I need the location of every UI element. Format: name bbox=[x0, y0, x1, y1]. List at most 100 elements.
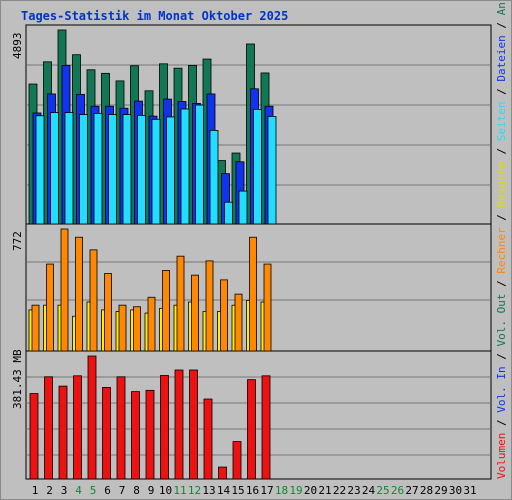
bar-seiten-day-6 bbox=[108, 114, 117, 225]
side-legend-part-6: Rechner bbox=[495, 227, 508, 274]
bar-volumen-day-5 bbox=[87, 355, 97, 480]
bar-volumen-day-13 bbox=[203, 398, 213, 480]
side-legend-part-2: Vol. In bbox=[495, 366, 508, 412]
bar-volumen-day-7 bbox=[116, 376, 126, 480]
side-legend-part-11: / bbox=[495, 82, 508, 102]
bar-rechner-day-12 bbox=[191, 274, 199, 352]
x-label-day-27: 27 bbox=[405, 484, 418, 497]
bar-volumen-day-12 bbox=[189, 369, 198, 480]
bar-seiten-day-8 bbox=[137, 114, 146, 225]
bar-rechner-day-6 bbox=[104, 273, 112, 352]
bar-rechner-day-11 bbox=[176, 255, 185, 352]
x-label-day-16: 16 bbox=[246, 484, 259, 497]
bar-rechner-day-16 bbox=[249, 236, 257, 352]
x-label-day-18: 18 bbox=[275, 484, 288, 497]
y-max-label-visits: 772 bbox=[11, 231, 24, 251]
bar-seiten-day-4 bbox=[79, 114, 88, 225]
bar-rechner-day-3 bbox=[60, 228, 69, 352]
x-label-day-22: 22 bbox=[333, 484, 346, 497]
bar-volumen-day-6 bbox=[102, 387, 111, 480]
side-legend-part-10: Seiten bbox=[495, 101, 508, 141]
bar-volumen-day-3 bbox=[58, 385, 68, 480]
side-legend-part-14: Anfragen bbox=[495, 1, 508, 15]
bar-volumen-day-4 bbox=[73, 375, 82, 480]
x-label-day-3: 3 bbox=[61, 484, 68, 497]
bar-volumen-day-2 bbox=[44, 376, 53, 480]
bar-seiten-day-17 bbox=[267, 116, 277, 225]
bar-rechner-day-8 bbox=[133, 306, 141, 352]
x-label-day-20: 20 bbox=[304, 484, 317, 497]
side-legend-part-0: Volumen bbox=[495, 433, 508, 479]
bar-seiten-day-11 bbox=[180, 108, 190, 225]
bars bbox=[28, 29, 277, 480]
y-max-label-requests: 4893 bbox=[11, 33, 24, 60]
chart-title: Tages-Statistik im Monat Oktober 2025 bbox=[21, 9, 289, 23]
bar-rechner-day-7 bbox=[118, 304, 127, 352]
bar-rechner-day-9 bbox=[147, 296, 156, 352]
side-legend-part-9: / bbox=[495, 141, 508, 161]
bar-volumen-day-14 bbox=[218, 466, 227, 480]
bar-seiten-day-7 bbox=[122, 114, 132, 225]
side-legend-part-7: / bbox=[495, 207, 508, 227]
x-label-day-13: 13 bbox=[202, 484, 215, 497]
bar-seiten-day-2 bbox=[50, 112, 59, 225]
x-label-day-15: 15 bbox=[231, 484, 244, 497]
bar-rechner-day-14 bbox=[220, 279, 228, 352]
x-label-day-31: 31 bbox=[463, 484, 476, 497]
bar-seiten-day-9 bbox=[151, 118, 161, 225]
bar-rechner-day-13 bbox=[205, 260, 214, 352]
x-label-day-19: 19 bbox=[289, 484, 302, 497]
bar-rechner-day-4 bbox=[75, 236, 83, 352]
side-legend-part-13: / bbox=[495, 15, 508, 35]
x-label-day-11: 11 bbox=[173, 484, 186, 497]
bar-rechner-day-5 bbox=[89, 249, 98, 352]
x-label-day-25: 25 bbox=[376, 484, 389, 497]
bar-rechner-day-17 bbox=[263, 263, 272, 352]
side-legend-part-1: / bbox=[495, 413, 508, 433]
side-legend-part-3: / bbox=[495, 347, 508, 367]
y-max-label-volume: 381.43 MB bbox=[11, 349, 24, 409]
x-label-day-6: 6 bbox=[104, 484, 111, 497]
bar-seiten-day-16 bbox=[253, 109, 262, 225]
bar-volumen-day-15 bbox=[232, 441, 242, 480]
side-legend-part-4: Vol. Out bbox=[495, 294, 508, 347]
bar-seiten-day-14 bbox=[224, 201, 233, 225]
x-label-day-29: 29 bbox=[434, 484, 447, 497]
bar-volumen-day-8 bbox=[131, 391, 140, 480]
x-label-day-14: 14 bbox=[217, 484, 231, 497]
x-label-day-10: 10 bbox=[159, 484, 172, 497]
x-label-day-17: 17 bbox=[260, 484, 273, 497]
bar-seiten-day-10 bbox=[166, 116, 175, 225]
x-label-day-26: 26 bbox=[391, 484, 404, 497]
side-legend-part-8: Besuche bbox=[495, 161, 508, 207]
x-label-day-5: 5 bbox=[90, 484, 97, 497]
x-label-day-24: 24 bbox=[362, 484, 376, 497]
x-label-day-1: 1 bbox=[32, 484, 39, 497]
x-label-day-30: 30 bbox=[449, 484, 462, 497]
bar-volumen-day-9 bbox=[145, 389, 155, 480]
side-legend-part-12: Dateien bbox=[495, 35, 508, 81]
bar-seiten-day-5 bbox=[93, 112, 103, 225]
bar-seiten-day-1 bbox=[35, 115, 45, 225]
x-label-day-28: 28 bbox=[420, 484, 433, 497]
x-label-day-12: 12 bbox=[188, 484, 201, 497]
bar-rechner-day-15 bbox=[234, 293, 243, 352]
x-label-day-7: 7 bbox=[119, 484, 126, 497]
bar-volumen-day-11 bbox=[174, 369, 184, 480]
bar-seiten-day-15 bbox=[238, 190, 248, 225]
x-label-day-23: 23 bbox=[347, 484, 360, 497]
x-label-day-8: 8 bbox=[133, 484, 140, 497]
bar-seiten-day-13 bbox=[209, 130, 219, 225]
bar-seiten-day-12 bbox=[195, 104, 204, 225]
bar-rechner-day-1 bbox=[31, 304, 40, 352]
bar-volumen-day-17 bbox=[261, 375, 271, 480]
x-label-day-4: 4 bbox=[75, 484, 82, 497]
bar-volumen-day-1 bbox=[29, 393, 39, 480]
bar-volumen-day-16 bbox=[247, 379, 256, 480]
bar-rechner-day-10 bbox=[162, 270, 170, 352]
bar-rechner-day-2 bbox=[46, 263, 54, 352]
side-legend-part-5: / bbox=[495, 274, 508, 294]
bar-volumen-day-10 bbox=[160, 375, 169, 480]
